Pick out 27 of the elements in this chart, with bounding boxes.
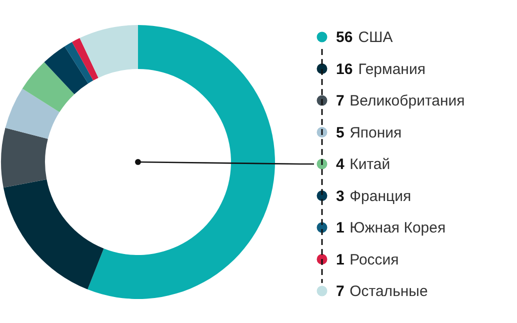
data-label: 7	[336, 283, 344, 300]
donut-slice	[64, 42, 94, 84]
donut-slice	[1, 128, 48, 188]
data-label: 1	[336, 251, 344, 268]
legend-label: Германия	[358, 60, 426, 78]
data-label: 4	[336, 156, 345, 173]
donut-slice	[5, 88, 60, 139]
donut-slice	[72, 38, 98, 81]
donut-slice	[44, 46, 88, 94]
legend-label: Южная Корея	[350, 220, 446, 236]
donut-slice	[22, 62, 74, 112]
data-label: 16	[336, 60, 353, 78]
donut-slice	[80, 25, 138, 78]
donut-slice	[3, 179, 104, 290]
donut-slice	[88, 25, 275, 299]
legend-label: Великобритания	[350, 92, 465, 110]
data-label: 3	[336, 188, 344, 205]
legend-label: Остальные	[350, 283, 428, 300]
legend-label: Франция	[350, 188, 412, 205]
legend-label: США	[358, 29, 393, 46]
data-label: 56	[336, 29, 353, 46]
data-label: 7	[336, 92, 344, 110]
legend-label: Япония	[350, 124, 402, 142]
data-label: 5	[336, 124, 344, 142]
legend-label: Китай	[350, 156, 390, 173]
data-label: 1	[336, 220, 344, 236]
legend-label: Россия	[350, 251, 399, 268]
